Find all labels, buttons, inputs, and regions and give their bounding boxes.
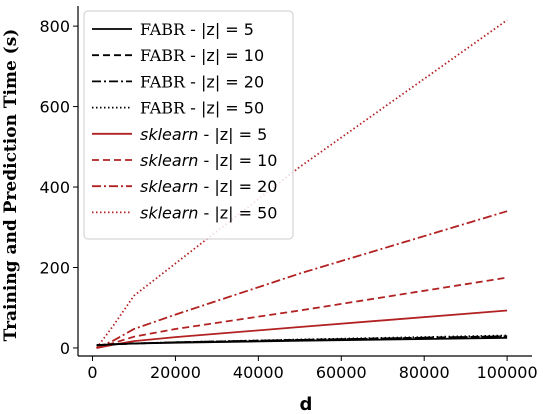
x-tick-label: 80000 [399,363,450,382]
x-tick-label: 0 [87,363,97,382]
series-layer [95,19,508,349]
legend-label-prefix: sklearn [140,203,198,222]
legend-box [83,10,294,240]
legend-label-suffix: - |z| = 50 [185,99,264,118]
legend-label-suffix: - |z| = 50 [198,203,277,222]
legend-label: sklearn - |z| = 10 [140,151,277,170]
legend-label: FABR - |z| = 5 [140,20,254,39]
legend-label-prefix: FABR [140,20,186,39]
axes: 0 200 400 600 800 0 20000 40000 60000 80000 100000 [39,6,538,382]
series-line [96,210,508,349]
x-tick-label: 60000 [316,363,367,382]
x-axis-title: d [300,394,313,414]
legend-label-suffix: - |z| = 5 [185,20,254,39]
legend-label-prefix: FABR [140,99,186,118]
y-tick-label: 600 [39,98,70,117]
y-tick-label: 0 [60,339,70,358]
legend-label-prefix: FABR [140,46,186,65]
legend-label-prefix: sklearn [140,151,198,170]
y-tick-label: 800 [39,17,70,36]
x-tick-label: 20000 [150,363,201,382]
legend-label-suffix: - |z| = 10 [185,46,264,65]
legend-label-suffix: - |z| = 5 [198,125,267,144]
legend-label-prefix: FABR [140,72,186,91]
legend-label-prefix: sklearn [140,177,198,196]
x-tick-label: 100000 [477,363,538,382]
series-line [96,335,508,346]
series-line [95,19,508,349]
x-tick-label: 40000 [233,363,284,382]
y-axis-title: Training and Prediction Time (s) [1,29,21,342]
y-tick-label: 400 [39,178,70,197]
legend-label-prefix: sklearn [140,125,198,144]
legend-label: sklearn - |z| = 50 [140,203,277,222]
legend-label: FABR - |z| = 50 [140,99,264,118]
legend-label: sklearn - |z| = 5 [140,125,267,144]
legend-label-suffix: - |z| = 20 [198,177,277,196]
legend-label-suffix: - |z| = 20 [185,72,264,91]
y-tick-label: 200 [39,258,70,277]
legend-label: FABR - |z| = 20 [140,72,264,91]
legend-label: FABR - |z| = 10 [140,46,264,65]
legend-label-suffix: - |z| = 10 [198,151,277,170]
legend-label: sklearn - |z| = 20 [140,177,277,196]
